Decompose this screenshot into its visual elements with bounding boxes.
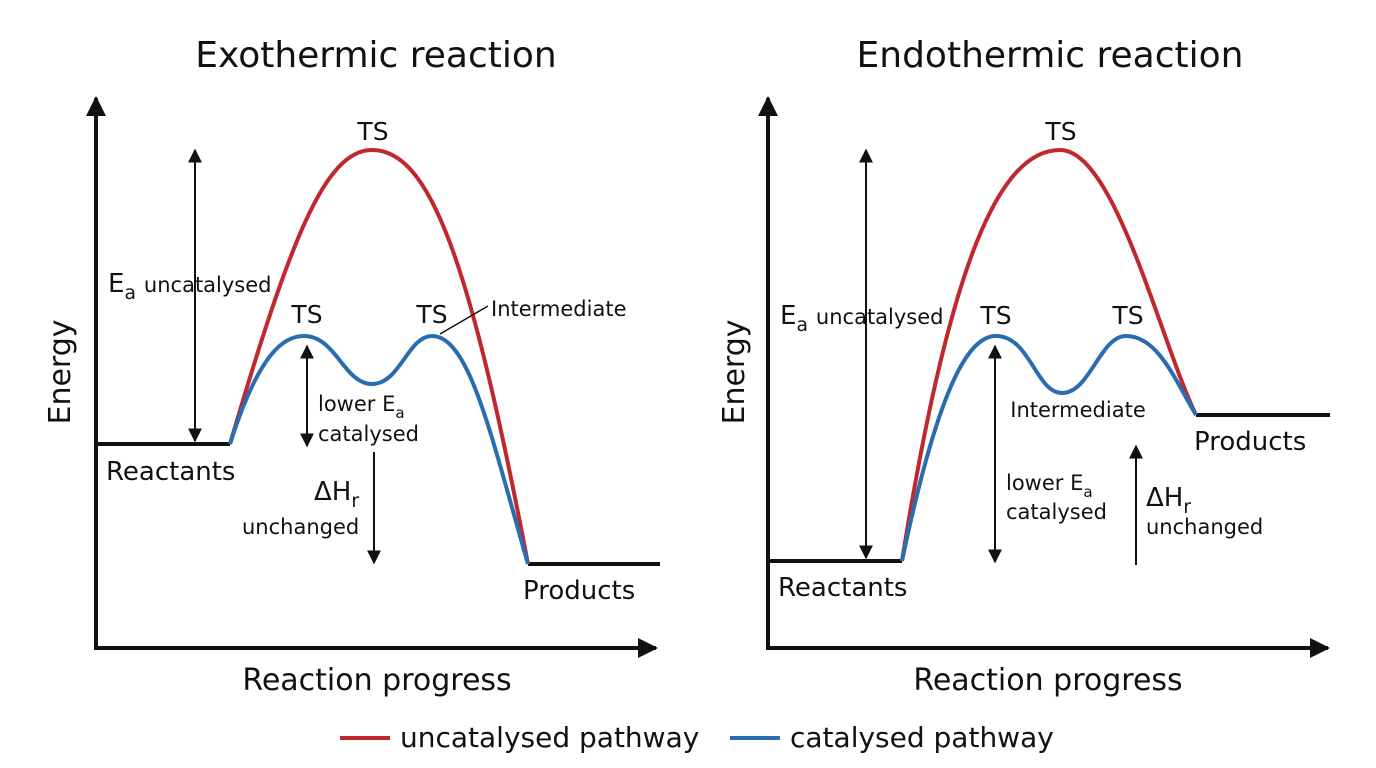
endothermic-panel: Endothermic reaction Energy Reaction pro… (717, 35, 1330, 698)
uncatalysed-pathway-curve (228, 147, 530, 565)
products-label: Products (523, 576, 635, 606)
ea-uncatalysed-label: Ea uncatalysed (780, 301, 944, 336)
ts-main-label: TS (356, 117, 388, 146)
unchanged-label: unchanged (242, 515, 359, 539)
delta-h-label: ΔHr (1146, 483, 1191, 518)
delta-h-label: ΔHr (314, 477, 359, 512)
legend-catalysed-label: catalysed pathway (790, 721, 1054, 754)
x-axis-label: Reaction progress (913, 663, 1182, 698)
ts-right-label: TS (415, 300, 447, 329)
panel-title: Endothermic reaction (857, 35, 1244, 76)
ts-right-label: TS (1111, 301, 1143, 330)
catalysed-label: catalysed (1006, 500, 1107, 524)
reactants-label: Reactants (106, 457, 235, 487)
ts-main-label: TS (1044, 117, 1076, 146)
x-axis-label: Reaction progress (242, 663, 511, 698)
panel-title: Exothermic reaction (195, 35, 557, 76)
exothermic-panel: Exothermic reaction Energy Reaction prog… (43, 35, 660, 698)
legend-uncatalysed-label: uncatalysed pathway (400, 721, 699, 754)
y-axis-label: Energy (43, 319, 78, 424)
uncatalysed-pathway-curve (900, 147, 1198, 562)
intermediate-label: Intermediate (1010, 398, 1146, 422)
ts-left-label: TS (290, 300, 322, 329)
lower-ea-label: lower Ea (318, 392, 405, 422)
intermediate-label: Intermediate (491, 297, 627, 321)
catalysed-pathway-curve (900, 333, 1198, 562)
lower-ea-label: lower Ea (1006, 471, 1093, 501)
reactants-label: Reactants (778, 573, 907, 603)
catalysed-label: catalysed (318, 422, 419, 446)
unchanged-label: unchanged (1146, 515, 1263, 539)
ea-uncatalysed-label: Ea uncatalysed (108, 269, 272, 304)
legend: uncatalysed pathway catalysed pathway (340, 721, 1054, 754)
ts-left-label: TS (979, 301, 1011, 330)
products-label: Products (1194, 427, 1306, 457)
catalysed-pathway-curve (228, 333, 530, 565)
intermediate-leader-line (439, 305, 489, 335)
y-axis-label: Energy (717, 319, 752, 424)
